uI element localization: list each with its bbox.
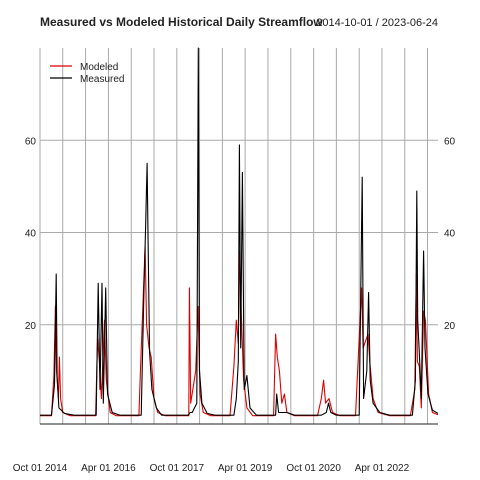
y-tick-label-right: 60 [444, 136, 456, 147]
x-tick-label: Oct 01 2020 [286, 463, 341, 474]
legend-label-modeled: Modeled [80, 62, 118, 73]
y-tick-label-left: 40 [25, 229, 37, 240]
x-tick-label: Apr 01 2019 [218, 463, 273, 474]
date-range-label: 2014-10-01 / 2023-06-24 [316, 17, 438, 29]
grid-lines [39, 48, 438, 424]
series-line-measured [40, 47, 439, 416]
axis-ticks: 20 20 40 40 60 60 Oct 01 2014 Apr 01 2016 Oct 01… [13, 136, 456, 474]
x-tick-label: Oct 01 2014 [13, 463, 68, 474]
y-tick-label-right: 20 [444, 321, 456, 332]
x-tick-label: Apr 01 2022 [355, 463, 410, 474]
legend: Modeled Measured [50, 62, 124, 85]
y-tick-label-left: 60 [25, 136, 37, 147]
legend-label-measured: Measured [80, 74, 124, 85]
x-tick-label: Apr 01 2016 [81, 463, 136, 474]
series-lines [40, 47, 439, 417]
x-tick-label: Oct 01 2017 [150, 463, 205, 474]
y-tick-label-right: 40 [444, 229, 456, 240]
y-tick-label-left: 20 [25, 321, 37, 332]
chart-title: Measured vs Modeled Historical Daily Str… [40, 15, 323, 29]
